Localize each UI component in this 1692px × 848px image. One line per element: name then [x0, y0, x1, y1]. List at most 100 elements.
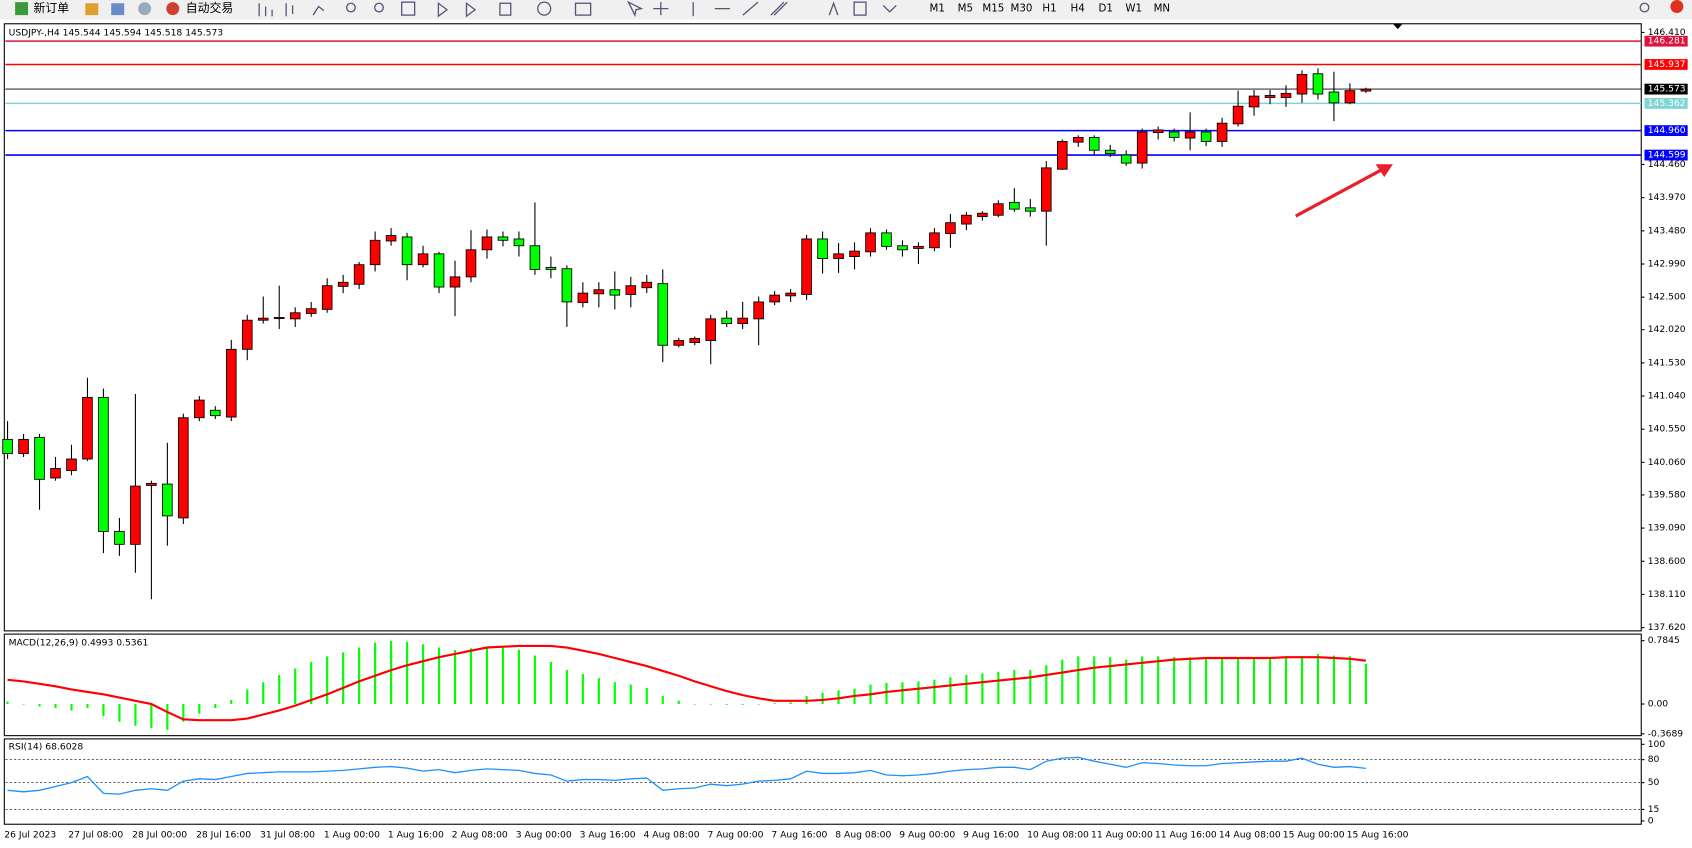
icon[interactable]	[653, 2, 669, 16]
candle-body	[1088, 136, 1100, 151]
icon[interactable]	[770, 1, 788, 16]
candle-body	[1025, 207, 1036, 212]
candle-body	[1200, 131, 1212, 142]
rsi-last: 68.6028	[45, 741, 83, 752]
macd-bar	[1268, 657, 1272, 705]
icon[interactable]	[374, 2, 384, 13]
timeframe-button[interactable]: MN	[1154, 3, 1171, 15]
candle-body	[881, 232, 892, 247]
macd-bar	[997, 671, 1000, 705]
candle-body	[433, 253, 445, 288]
timeframe-button[interactable]: M5	[958, 3, 973, 15]
candle-body	[369, 239, 381, 266]
rsi-title: RSI(14)	[9, 741, 43, 752]
tool-icons[interactable]	[258, 0, 1650, 18]
candle-body	[98, 396, 109, 532]
rsi-line	[7, 756, 1366, 795]
candle-body	[561, 268, 573, 303]
candle-body	[577, 292, 589, 304]
icon[interactable]	[742, 1, 759, 16]
icon[interactable]	[285, 3, 294, 17]
icon[interactable]	[437, 1, 449, 18]
level-label: 144.960	[1648, 125, 1686, 136]
macd-bar	[1093, 656, 1096, 705]
icon[interactable]	[626, 0, 644, 18]
candle-body	[178, 417, 189, 519]
macd-bar	[693, 704, 696, 705]
icon[interactable]	[138, 2, 152, 16]
icon[interactable]	[111, 3, 125, 16]
icon[interactable]	[537, 1, 552, 16]
y-tick-label: -0.3689	[1648, 728, 1684, 739]
auto-trading-label[interactable]: 自动交易	[186, 1, 233, 15]
macd-bar	[86, 704, 89, 709]
macd-bar	[1157, 656, 1160, 705]
timeframe-button[interactable]: M15	[982, 3, 1004, 15]
candle-body	[673, 340, 685, 346]
x-tick-label: 10 Aug 08:00	[1027, 830, 1089, 841]
chart-header: USDJPY-,H4 145.544 145.594 145.518 145.5…	[9, 27, 224, 38]
icon[interactable]	[258, 3, 273, 17]
level-label: 146.281	[1648, 36, 1686, 47]
macd-bar	[102, 704, 105, 717]
icon[interactable]	[312, 5, 325, 16]
macd-bar	[1013, 670, 1016, 705]
timeframe-button[interactable]: W1	[1125, 3, 1142, 15]
level-label-bg	[1644, 59, 1688, 70]
macd-bar	[1141, 656, 1144, 705]
icon[interactable]	[574, 2, 592, 16]
x-tick-label: 28 Jul 00:00	[132, 830, 187, 841]
macd-bar	[981, 673, 984, 705]
signal-last: 0.5361	[116, 637, 148, 648]
icon[interactable]	[882, 4, 897, 13]
icon[interactable]	[465, 1, 477, 18]
icon[interactable]	[853, 1, 867, 16]
candle-body	[18, 438, 29, 455]
icon[interactable]	[828, 1, 839, 16]
macd-bar	[1236, 657, 1240, 705]
icon[interactable]	[1639, 2, 1650, 13]
macd-bar	[741, 704, 744, 705]
symbol: USDJPY-,H4	[9, 27, 60, 38]
timeframe-button[interactable]: H1	[1042, 3, 1056, 15]
macd-bar	[933, 679, 936, 705]
macd-bar	[629, 684, 632, 705]
candle-body	[641, 281, 653, 289]
macd-bar	[405, 641, 409, 705]
x-tick-label: 1 Aug 16:00	[388, 830, 444, 841]
macd-bar	[1173, 657, 1176, 705]
new-order-label[interactable]: 新订单	[33, 1, 69, 15]
macd-bar	[150, 704, 153, 729]
candle-body	[114, 531, 125, 545]
x-tick-label: 1 Aug 00:00	[324, 830, 380, 841]
y-tick-label: 141.530	[1648, 357, 1686, 368]
x-tick-label: 2 Aug 08:00	[452, 830, 508, 841]
level-label: 144.599	[1648, 150, 1686, 161]
macd-bar	[1045, 665, 1048, 705]
icon[interactable]	[401, 1, 416, 16]
new-order-button[interactable]: 新订单	[15, 1, 69, 15]
candle-body	[1296, 73, 1308, 95]
macd-bar	[134, 704, 137, 726]
candle-body	[1280, 92, 1292, 98]
auto-trading-button[interactable]: 自动交易	[166, 1, 233, 15]
timeframe-button[interactable]: D1	[1098, 3, 1112, 15]
timeframe-button[interactable]: M30	[1011, 3, 1033, 15]
x-tick-label: 15 Aug 00:00	[1283, 830, 1345, 841]
candle-body	[1120, 154, 1132, 164]
candle-body	[1248, 95, 1260, 108]
icon[interactable]	[85, 3, 99, 16]
macd-bar	[549, 662, 552, 705]
candle-body	[1216, 122, 1228, 142]
macd-bar	[1205, 658, 1208, 705]
y-tick-label: 143.970	[1648, 192, 1686, 203]
macd-bar	[54, 704, 57, 709]
candle-body	[529, 245, 541, 270]
macd-bar	[278, 674, 281, 705]
icon[interactable]	[345, 2, 356, 13]
notification-badge[interactable]	[1670, 0, 1684, 13]
candle-body	[1104, 149, 1116, 155]
icon[interactable]	[499, 2, 512, 16]
timeframe-button[interactable]: H4	[1070, 3, 1084, 15]
timeframe-button[interactable]: M1	[930, 3, 945, 15]
